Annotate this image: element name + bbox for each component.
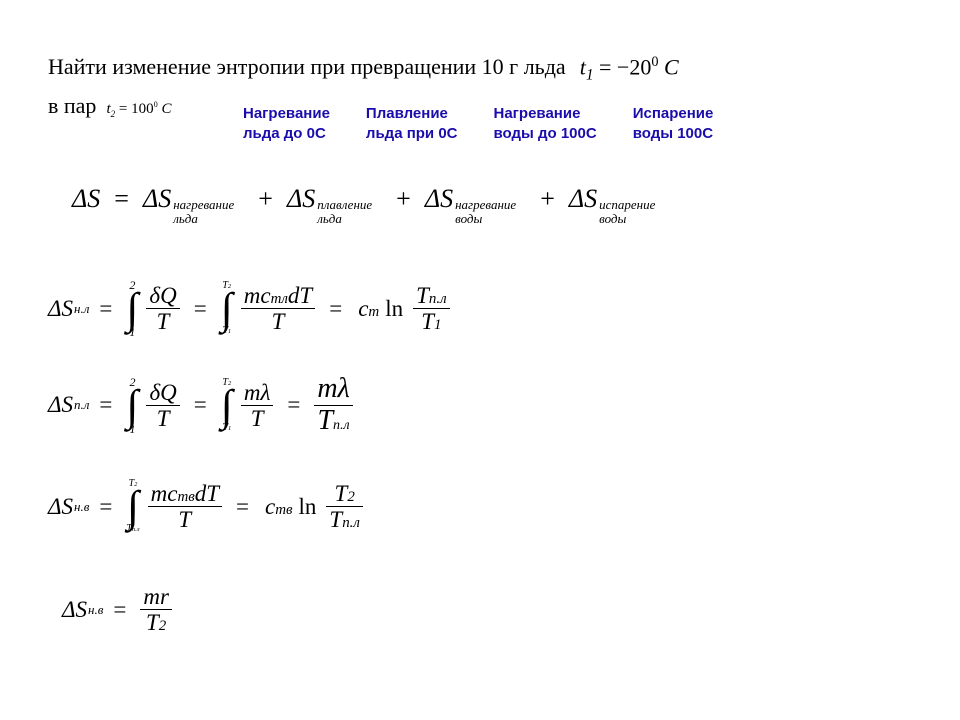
frac-2c: mλ Tп.л	[314, 374, 352, 437]
t1-sub: 1	[586, 67, 594, 84]
equation-evaporation: ΔSн.в = mr T2	[62, 584, 176, 636]
dS-term-1: ΔS нагреваниельда	[143, 184, 234, 227]
equation-heating-water: ΔSн.в = T2 ∫ Tп.л mcтвdT T = cтв ln T2 T…	[48, 479, 367, 534]
frac-1b: mcтлdT T	[241, 283, 315, 335]
integral-1a: 2 ∫ 1	[126, 279, 138, 338]
problem-text-1: Найти изменение энтропии при превращении…	[48, 54, 566, 80]
frac-4: mr T2	[140, 584, 172, 636]
t1-unit: C	[664, 54, 679, 79]
dS-total: ΔS	[72, 184, 100, 214]
equation-melting-ice: ΔSп.л = 2 ∫ 1 δQ T = T2 ∫ T1 mλ T = mλ T…	[48, 374, 357, 437]
frac-2b: mλ T	[241, 380, 274, 432]
problem-text-2: в пар	[48, 93, 96, 119]
t1-value: = −20	[599, 54, 651, 79]
stage-4: Испарение воды 100С	[633, 104, 714, 143]
dS-term-4: ΔS испарениеводы	[569, 184, 656, 227]
main-entropy-equation: ΔS = ΔS нагреваниельда + ΔS плавлениельд…	[72, 184, 655, 227]
integral-2b: T2 ∫ T1	[221, 378, 233, 433]
frac-1c: Tп.л T1	[413, 283, 450, 335]
t2-deg: 0	[154, 100, 158, 109]
dS-term-3: ΔS нагреваниеводы	[425, 184, 516, 227]
stage-1: Нагревание льда до 0С	[243, 104, 330, 143]
frac-2a: δQ T	[146, 380, 179, 432]
frac-1a: δQ T	[146, 283, 179, 335]
frac-3a: mcтвdT T	[148, 481, 222, 533]
frac-3b: T2 Tп.л	[326, 481, 363, 533]
t2-value: = 100	[119, 101, 154, 117]
stage-labels-row: Нагревание льда до 0С Плавление льда при…	[243, 104, 713, 143]
problem-statement-line1: Найти изменение энтропии при превращении…	[48, 54, 918, 85]
dS-term-2: ΔS плавлениельда	[287, 184, 372, 227]
t1-deg: 0	[651, 54, 658, 70]
t2-sub: 2	[111, 109, 116, 119]
equation-heating-ice: ΔSн.л = 2 ∫ 1 δQ T = T2 ∫ T1 mcтлdT T = …	[48, 279, 454, 338]
integral-2a: 2 ∫ 1	[126, 376, 138, 435]
integral-1b: T2 ∫ T1	[221, 281, 233, 336]
stage-3: Нагревание воды до 100С	[494, 104, 597, 143]
stage-2: Плавление льда при 0С	[366, 104, 458, 143]
integral-3: T2 ∫ Tп.л	[126, 479, 139, 534]
t2-unit: C	[161, 101, 171, 117]
